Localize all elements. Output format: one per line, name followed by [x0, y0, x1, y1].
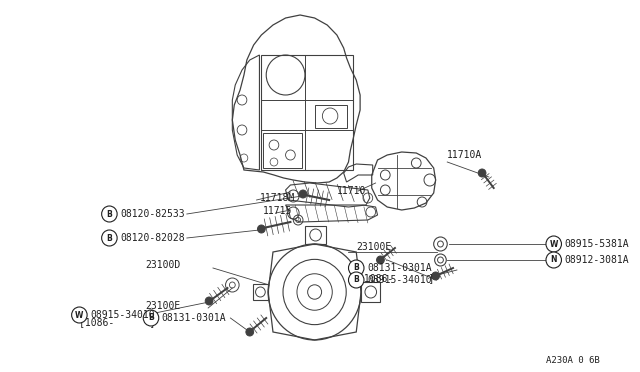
- Text: 11710A: 11710A: [447, 150, 483, 160]
- Text: W: W: [75, 311, 84, 320]
- Circle shape: [257, 225, 265, 233]
- Circle shape: [205, 297, 213, 305]
- Text: 23100E: 23100E: [356, 242, 392, 252]
- Text: 08120-82533: 08120-82533: [120, 209, 185, 219]
- Circle shape: [246, 328, 253, 336]
- Text: B: B: [353, 263, 359, 273]
- Circle shape: [432, 272, 440, 280]
- Text: 23100D: 23100D: [145, 260, 180, 270]
- Text: W: W: [550, 240, 558, 248]
- Text: B: B: [353, 276, 359, 285]
- Circle shape: [546, 236, 561, 252]
- Text: [1086-      ]: [1086- ]: [79, 317, 156, 327]
- Circle shape: [143, 310, 159, 326]
- Circle shape: [299, 190, 307, 198]
- Text: B: B: [106, 209, 112, 218]
- Circle shape: [349, 272, 364, 288]
- Circle shape: [376, 256, 384, 264]
- Text: 11710: 11710: [337, 186, 366, 196]
- Circle shape: [72, 307, 87, 323]
- Circle shape: [546, 252, 561, 268]
- Text: 23100E: 23100E: [145, 301, 180, 311]
- Text: N: N: [550, 256, 557, 264]
- Circle shape: [102, 206, 117, 222]
- Text: 08912-3081A: 08912-3081A: [564, 255, 629, 265]
- Text: A230A 0 6B: A230A 0 6B: [547, 356, 600, 365]
- Text: 08915-34010: 08915-34010: [90, 310, 155, 320]
- Text: 11715: 11715: [263, 206, 292, 216]
- Text: B: B: [106, 234, 112, 243]
- Text: 11718M: 11718M: [259, 193, 294, 203]
- Text: 08120-82028: 08120-82028: [120, 233, 185, 243]
- Circle shape: [478, 169, 486, 177]
- Text: B: B: [148, 314, 154, 323]
- Text: 08131-0301A: 08131-0301A: [367, 263, 431, 273]
- Text: 08131-0301A: 08131-0301A: [162, 313, 227, 323]
- Text: 08915-34010: 08915-34010: [367, 275, 431, 285]
- Text: [1086-      ]: [1086- ]: [358, 273, 435, 283]
- Circle shape: [102, 230, 117, 246]
- Text: 08915-5381A: 08915-5381A: [564, 239, 629, 249]
- Circle shape: [349, 260, 364, 276]
